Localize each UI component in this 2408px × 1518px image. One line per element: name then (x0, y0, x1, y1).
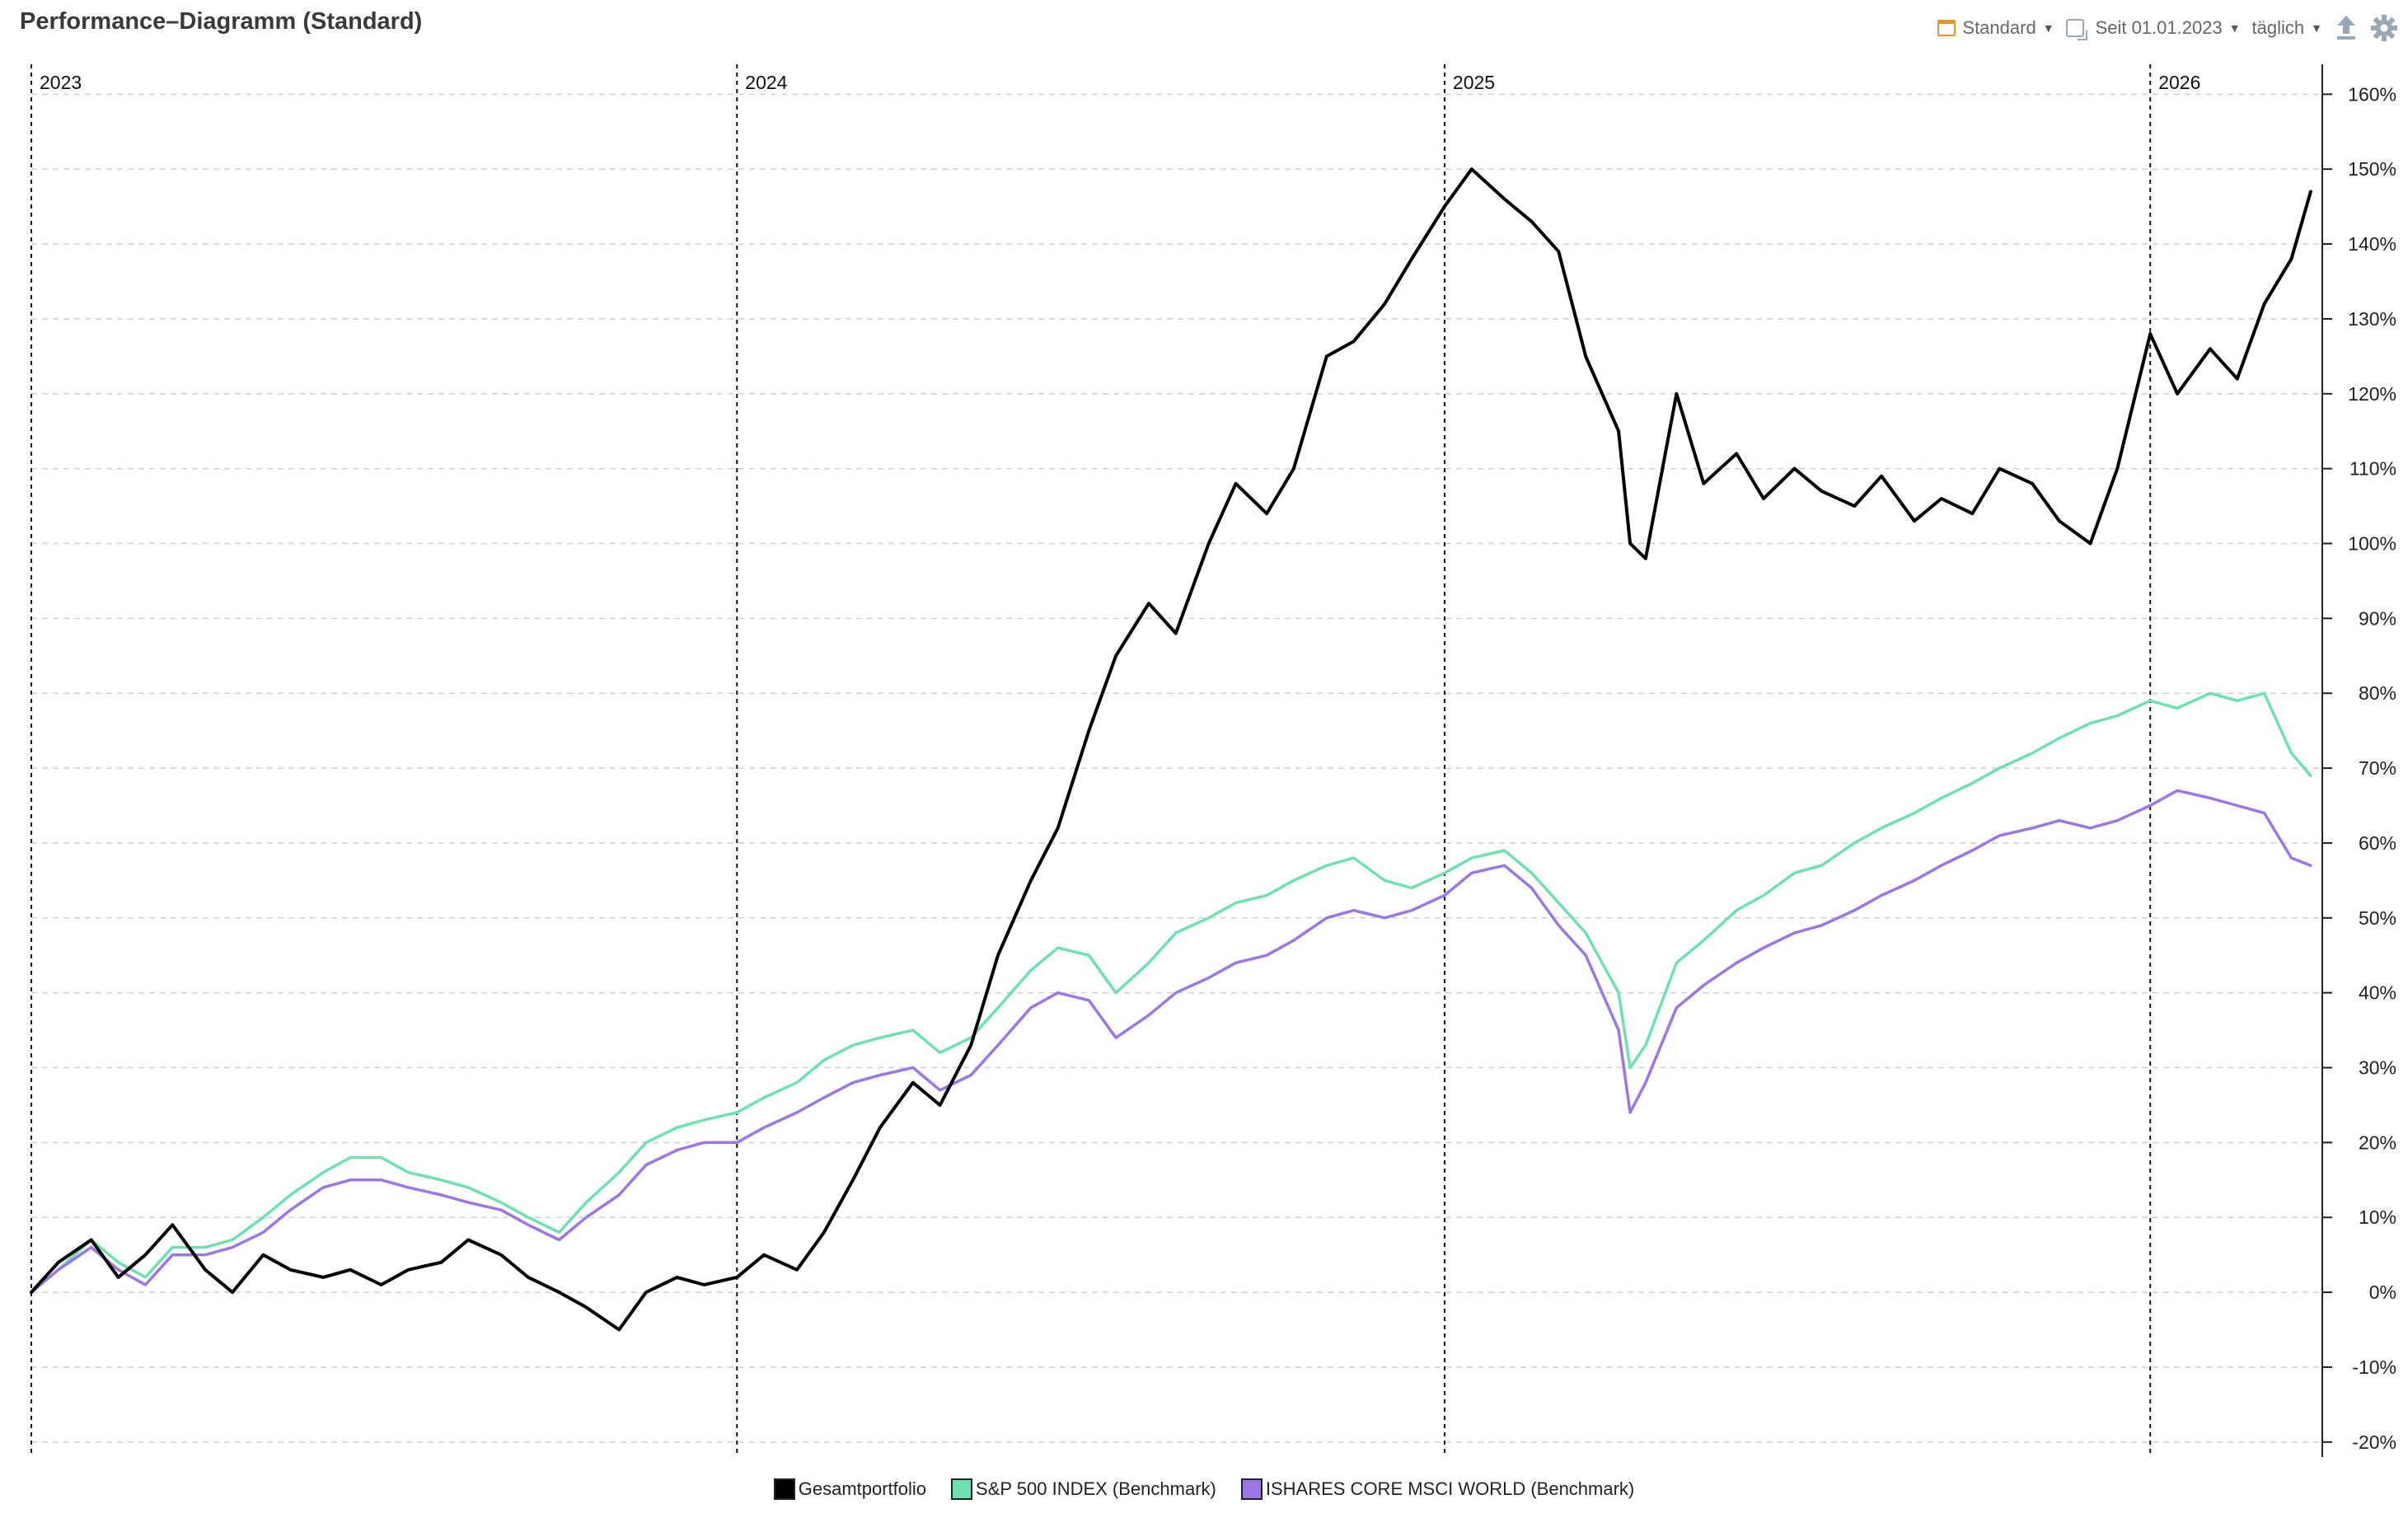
legend-item-msci[interactable]: ISHARES CORE MSCI WORLD (Benchmark) (1240, 1478, 1635, 1500)
period-selector-label: Seit 01.01.2023 (2095, 17, 2223, 38)
y-tick-label: 50% (2359, 907, 2396, 929)
y-tick-label: 10% (2359, 1206, 2396, 1228)
chevron-down-icon: ▼ (2228, 21, 2241, 35)
y-tick-label: 60% (2359, 832, 2396, 854)
y-tick-label: 30% (2359, 1057, 2396, 1079)
interval-selector[interactable]: täglich ▼ (2252, 17, 2322, 39)
y-tick-label: 120% (2348, 383, 2396, 405)
period-selector[interactable]: Seit 01.01.2023 ▼ (2096, 17, 2241, 39)
y-tick-label: 90% (2359, 607, 2396, 629)
y-tick-label: 20% (2359, 1131, 2396, 1153)
y-tick-label: 130% (2348, 308, 2396, 330)
year-label: 2024 (745, 72, 787, 93)
year-label: 2025 (1453, 72, 1495, 93)
performance-chart: -20% -10% 0% 10% 20% 30% 40% 50% 60% 70% 80% 90% 100… (30, 64, 2396, 1457)
gear-icon[interactable] (2370, 14, 2398, 42)
interval-selector-label: täglich (2251, 17, 2305, 38)
chart-legend: Gesamtportfolio S&P 500 INDEX (Benchmark… (0, 1478, 2408, 1500)
legend-swatch (773, 1478, 795, 1500)
legend-label: S&P 500 INDEX (Benchmark) (976, 1478, 1216, 1499)
legend-swatch (951, 1478, 973, 1500)
legend-label: Gesamtportfolio (798, 1478, 927, 1499)
y-tick-label: 70% (2359, 757, 2396, 779)
y-tick-label: 150% (2348, 158, 2396, 180)
y-tick-label: 40% (2359, 982, 2396, 1004)
view-selector-label: Standard (1962, 17, 2036, 38)
y-tick-label: 160% (2348, 83, 2396, 105)
legend-item-sp500[interactable]: S&P 500 INDEX (Benchmark) (951, 1478, 1216, 1500)
series-line-1 (30, 691, 2312, 1294)
chart-toolbar: Standard ▼ Seit 01.01.2023 ▼ täglich ▼ (1937, 12, 2398, 45)
legend-item-portfolio[interactable]: Gesamtportfolio (773, 1478, 927, 1500)
export-icon[interactable] (2334, 14, 2359, 42)
chevron-down-icon: ▼ (2042, 21, 2054, 35)
y-tick-label: 80% (2359, 682, 2396, 704)
series-line-0 (30, 167, 2312, 1332)
page-title: Performance–Diagramm (Standard) (20, 8, 423, 35)
y-tick-label: 140% (2348, 233, 2396, 255)
chevron-down-icon: ▼ (2311, 21, 2322, 35)
y-tick-label: 110% (2349, 458, 2396, 480)
legend-swatch (1240, 1478, 1263, 1500)
year-label: 2023 (40, 72, 82, 93)
y-tick-label: 0% (2369, 1281, 2396, 1303)
y-tick-label: 100% (2348, 533, 2396, 555)
legend-label: ISHARES CORE MSCI WORLD (Benchmark) (1265, 1478, 1635, 1499)
year-label: 2026 (2158, 72, 2200, 93)
series-line-2 (30, 789, 2312, 1294)
y-tick-label: -20% (2352, 1431, 2396, 1453)
y-tick-label: -10% (2352, 1356, 2396, 1378)
calendar-icon (1937, 20, 1956, 36)
view-selector[interactable]: Standard ▼ (1937, 17, 2054, 39)
compare-icon[interactable] (2065, 19, 2087, 40)
